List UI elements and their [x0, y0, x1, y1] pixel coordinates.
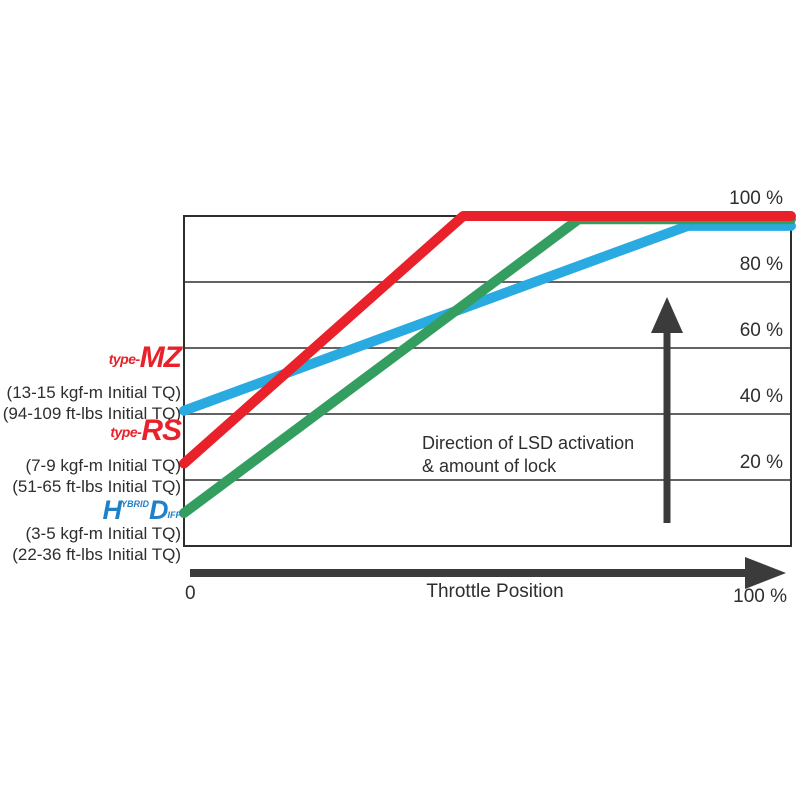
series-line-type-mz — [179, 220, 796, 416]
lsd-direction-up-arrow — [651, 297, 683, 523]
y-tick-label-100: 100 % — [729, 188, 783, 209]
hd-torque-kgf: (3-5 kgf-m Initial TQ) — [25, 524, 181, 543]
type-mz-prefix: type- — [108, 351, 140, 367]
type-rs-prefix: type- — [110, 424, 142, 440]
x-axis-max-label: 100 % — [733, 586, 787, 607]
y-tick-label-60: 60 % — [739, 320, 783, 341]
gridlines — [183, 215, 792, 547]
throttle-axis-arrow — [190, 557, 786, 589]
annotation-line-1: Direction of LSD activation — [422, 433, 635, 453]
legend-logo-type-mz: type-MZ — [0, 343, 182, 373]
series-line-type-rs — [179, 211, 796, 469]
type-rs-name: RS — [141, 414, 182, 447]
hd-logo-iff: IFF — [167, 510, 182, 520]
lsd-direction-annotation: Direction of LSD activation & amount of … — [422, 432, 634, 478]
hd-logo-d: D — [149, 495, 168, 525]
y-tick-label-20: 20 % — [739, 452, 783, 473]
series-lines — [179, 211, 796, 518]
rs-torque-ftlbs: (51-65 ft-lbs Initial TQ) — [12, 477, 181, 496]
type-mz-name: MZ — [139, 341, 182, 374]
hd-logo-h: H — [102, 495, 121, 525]
annotation-line-2: & amount of lock — [422, 456, 557, 476]
hd-torque-ftlbs: (22-36 ft-lbs Initial TQ) — [12, 545, 181, 564]
legend-logo-hybrid-diff: HYBRIDDIFF — [0, 494, 181, 525]
y-tick-label-80: 80 % — [739, 254, 783, 275]
rs-torque-kgf: (7-9 kgf-m Initial TQ) — [25, 456, 181, 475]
mz-torque-kgf: (13-15 kgf-m Initial TQ) — [6, 383, 181, 402]
legend-logo-type-rs: type-RS — [0, 416, 182, 446]
hd-logo-ybrid: YBRID — [120, 499, 149, 509]
mz-torque-ftlbs: (94-109 ft-lbs Initial TQ) — [2, 404, 181, 423]
x-axis-title: Throttle Position — [426, 581, 564, 602]
y-tick-label-40: 40 % — [739, 386, 783, 407]
x-axis-origin-label: 0 — [185, 583, 196, 604]
